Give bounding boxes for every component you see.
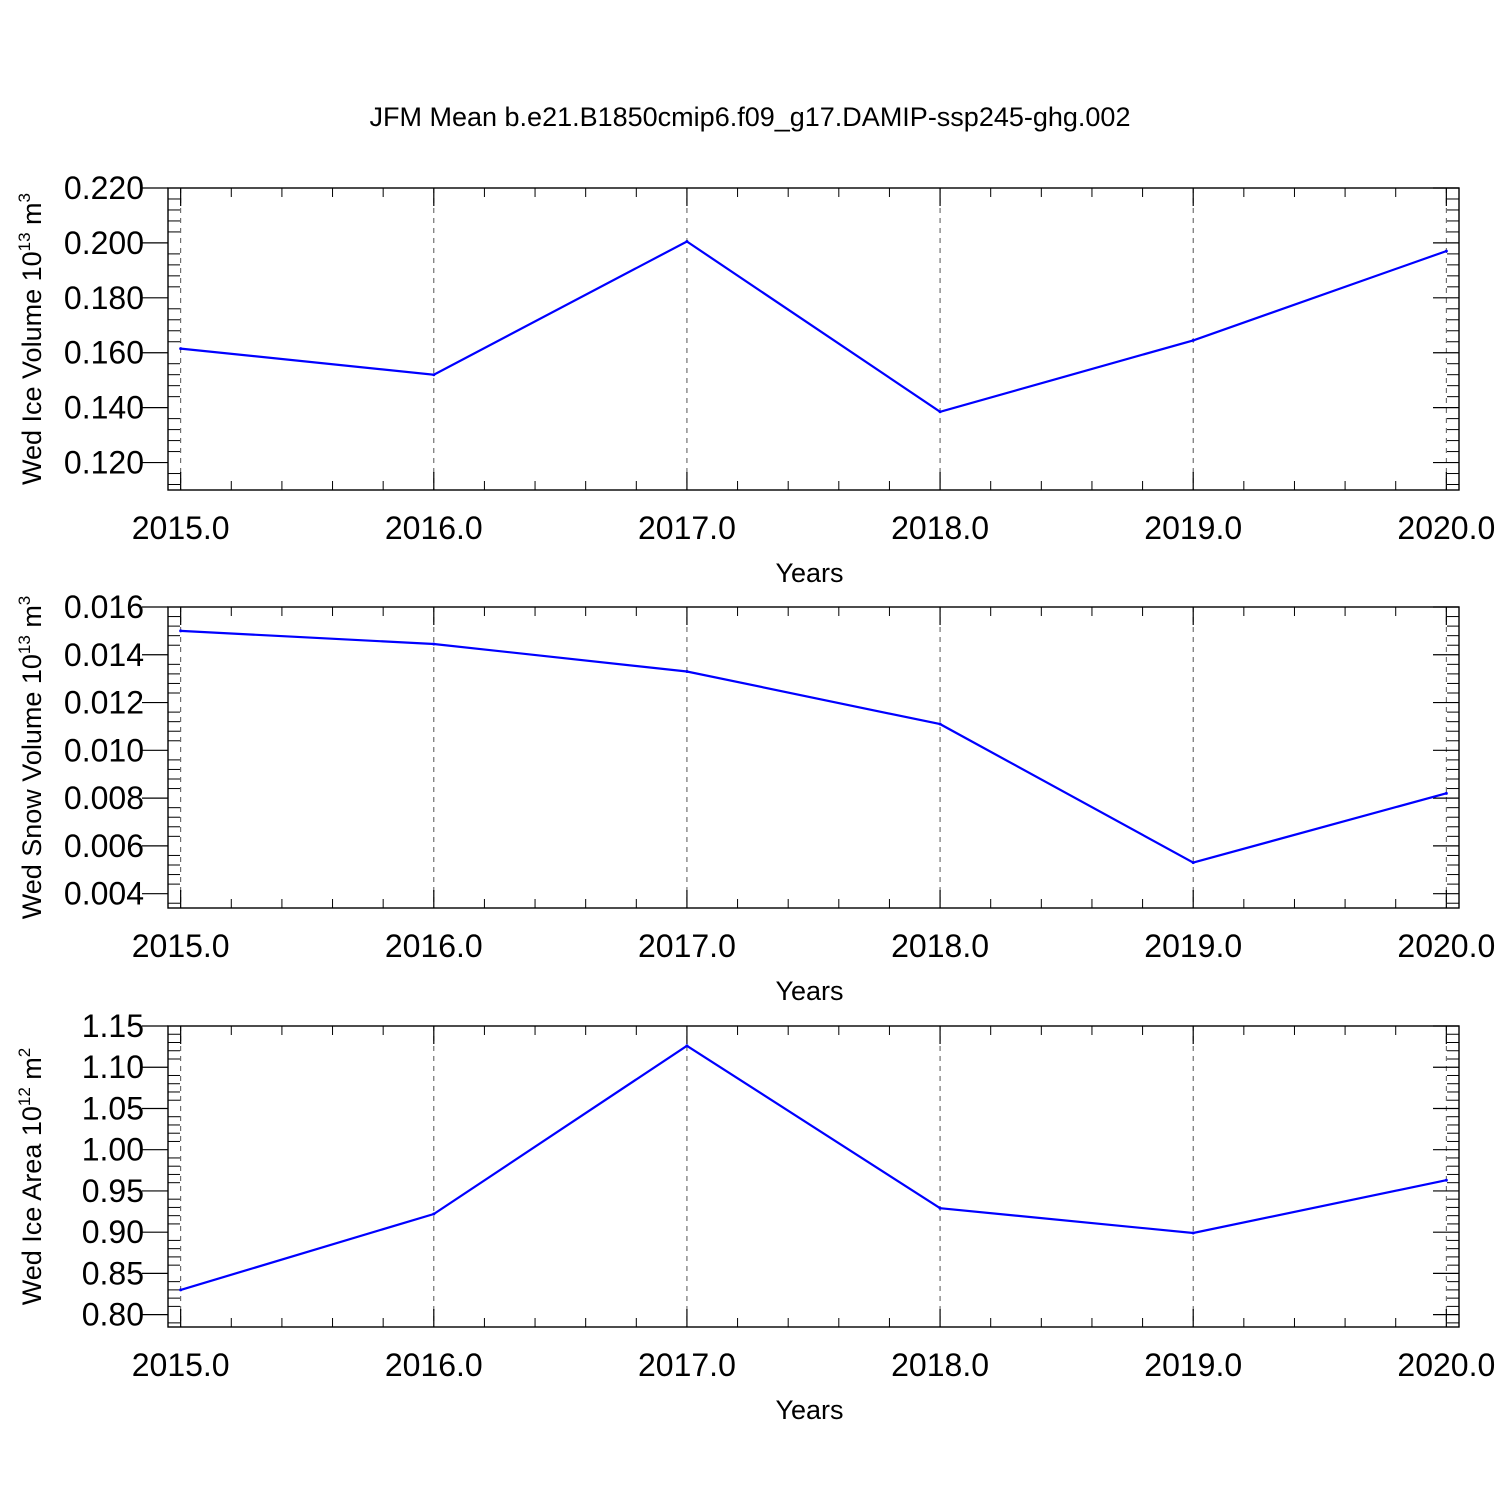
data-point [1191, 338, 1195, 342]
data-point [179, 629, 183, 633]
y-tick-label: 0.220 [64, 170, 144, 206]
x-tick-label: 2016.0 [385, 510, 483, 546]
x-axis-label: Years [775, 558, 843, 588]
y-tick-label: 1.05 [82, 1090, 144, 1126]
x-tick-label: 2016.0 [385, 1347, 483, 1383]
chart-panel-3: 2015.0 2016.0 2017.0 2018.0 2019.0 2020.0 0.80… [15, 1008, 1495, 1425]
y-tick-label: 0.010 [64, 732, 144, 768]
data-point [1191, 1231, 1195, 1235]
data-line [180, 240, 1447, 413]
x-tick-label: 2020.0 [1397, 510, 1495, 546]
y-tick-label: 0.140 [64, 390, 144, 426]
plot-frame [167, 606, 1460, 909]
x-tick-label: 2015.0 [132, 928, 230, 964]
y-tick-label: 0.008 [64, 780, 144, 816]
y-tick-label: 0.160 [64, 335, 144, 371]
data-line [180, 1044, 1447, 1291]
data-point [685, 240, 689, 244]
data-point [938, 410, 942, 414]
x-tick-label: 2018.0 [891, 510, 989, 546]
y-axis-label: Wed Snow Volume 1013 m3 [15, 596, 47, 920]
data-point [1191, 861, 1195, 865]
chart-panel-1: 2015.0 2016.0 2017.0 2018.0 2019.0 2020.0 0.12… [15, 170, 1495, 588]
data-point [685, 1044, 689, 1048]
x-tick-label: 2015.0 [132, 510, 230, 546]
y-tick-label: 0.120 [64, 445, 144, 481]
chart-panel-2: 2015.0 2016.0 2017.0 2018.0 2019.0 2020.0 0.00… [15, 589, 1495, 1006]
y-tick-label: 0.016 [64, 589, 144, 625]
y-tick-label: 0.180 [64, 280, 144, 316]
x-tick-label: 2015.0 [132, 1347, 230, 1383]
panels: 2015.0 2016.0 2017.0 2018.0 2019.0 2020.0 0.12… [15, 170, 1495, 1425]
x-tick-label: 2020.0 [1397, 928, 1495, 964]
x-axis-label: Years [775, 976, 843, 1006]
y-tick-label: 0.012 [64, 685, 144, 721]
data-line [180, 629, 1447, 864]
y-tick-label: 0.004 [64, 876, 144, 912]
y-axis-label: Wed Ice Area 1012 m2 [15, 1048, 47, 1306]
y-tick-label: 1.15 [82, 1008, 144, 1044]
y-tick-label: 1.00 [82, 1132, 144, 1168]
y-tick-label: 0.90 [82, 1214, 144, 1250]
y-tick-label: 0.200 [64, 225, 144, 261]
x-tick-label: 2018.0 [891, 928, 989, 964]
data-point [1444, 791, 1448, 795]
data-point [685, 670, 689, 673]
x-tick-label: 2020.0 [1397, 1347, 1495, 1383]
data-point [179, 347, 183, 351]
data-point [1444, 249, 1448, 253]
plot-frame [167, 187, 1460, 491]
x-tick-label: 2016.0 [385, 928, 483, 964]
x-tick-label: 2019.0 [1144, 510, 1242, 546]
y-tick-label: 1.10 [82, 1049, 144, 1085]
x-tick-label: 2017.0 [638, 928, 736, 964]
data-point [179, 1288, 183, 1292]
data-point [938, 1206, 942, 1210]
y-tick-label: 0.85 [82, 1255, 144, 1291]
y-axis-label: Wed Ice Volume 1013 m3 [15, 193, 47, 485]
y-tick-label: 0.014 [64, 637, 144, 673]
data-point [432, 1212, 436, 1216]
x-tick-label: 2018.0 [891, 1347, 989, 1383]
figure-title: JFM Mean b.e21.B1850cmip6.f09_g17.DAMIP-… [370, 102, 1131, 132]
plot-frame [167, 1025, 1460, 1328]
y-tick-label: 0.95 [82, 1173, 144, 1209]
x-tick-label: 2019.0 [1144, 1347, 1242, 1383]
x-axis-label: Years [775, 1395, 843, 1425]
y-tick-label: 0.80 [82, 1297, 144, 1333]
x-tick-label: 2017.0 [638, 1347, 736, 1383]
data-point [1444, 1178, 1448, 1182]
data-point [432, 373, 436, 377]
y-tick-label: 0.006 [64, 828, 144, 864]
data-point [432, 642, 436, 646]
x-tick-label: 2017.0 [638, 510, 736, 546]
x-tick-label: 2019.0 [1144, 928, 1242, 964]
data-point [938, 722, 942, 726]
